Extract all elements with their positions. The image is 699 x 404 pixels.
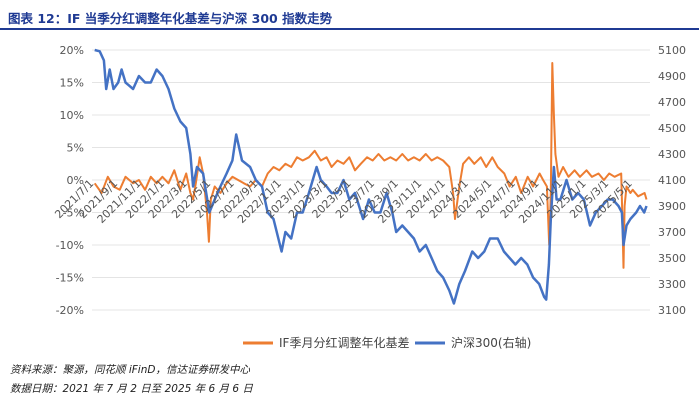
legend: IF季月分红调整年化基差 沪深300(右轴): [243, 335, 531, 350]
series-line-basis: [93, 62, 648, 269]
series-line-index: [94, 48, 648, 305]
right-tick-label: 4100: [658, 174, 686, 187]
right-tick-label: 3300: [658, 278, 686, 291]
chart-title: 图表 12：IF 当季分红调整年化基差与沪深 300 指数走势: [8, 11, 333, 26]
right-tick-label: 3700: [658, 226, 686, 239]
left-tick-label: -20%: [56, 304, 84, 317]
basis-index-chart: -20% -15% -10% -5% 0% 5% 10% 15% 20% 3100 3300 350…: [52, 44, 686, 350]
right-tick-label: 3500: [658, 252, 686, 265]
left-tick-label: 5%: [67, 142, 84, 155]
left-tick-label: -15%: [56, 272, 84, 285]
legend-label-index: 沪深300(右轴): [451, 335, 531, 350]
left-tick-label: -5%: [63, 207, 84, 220]
right-tick-label: 4300: [658, 148, 686, 161]
left-tick-label: 0%: [67, 174, 84, 187]
left-axis-ticks: -20% -15% -10% -5% 0% 5% 10% 15% 20%: [56, 44, 84, 317]
title-underline: [0, 28, 699, 30]
right-tick-label: 5100: [658, 44, 686, 57]
series-lines: [93, 48, 648, 305]
source-note: 资料来源：聚源，同花顺 iFinD，信达证券研发中心: [10, 364, 250, 376]
right-tick-label: 3900: [658, 200, 686, 213]
left-tick-label: -10%: [56, 239, 84, 252]
right-tick-label: 4500: [658, 122, 686, 135]
left-tick-label: 15%: [60, 77, 84, 90]
left-tick-label: 10%: [60, 109, 84, 122]
right-tick-label: 3100: [658, 304, 686, 317]
right-axis-ticks: 3100 3300 3500 3700 3900 4100 4300 4500 4700 4900…: [658, 44, 686, 317]
date-note: 数据日期：2021 年 7 月 2 日至 2025 年 6 月 6 日: [10, 383, 253, 395]
right-tick-label: 4700: [658, 96, 686, 109]
right-tick-label: 4900: [658, 70, 686, 83]
legend-label-basis: IF季月分红调整年化基差: [279, 335, 409, 350]
gridlines: [92, 49, 650, 311]
left-tick-label: 20%: [60, 44, 84, 57]
